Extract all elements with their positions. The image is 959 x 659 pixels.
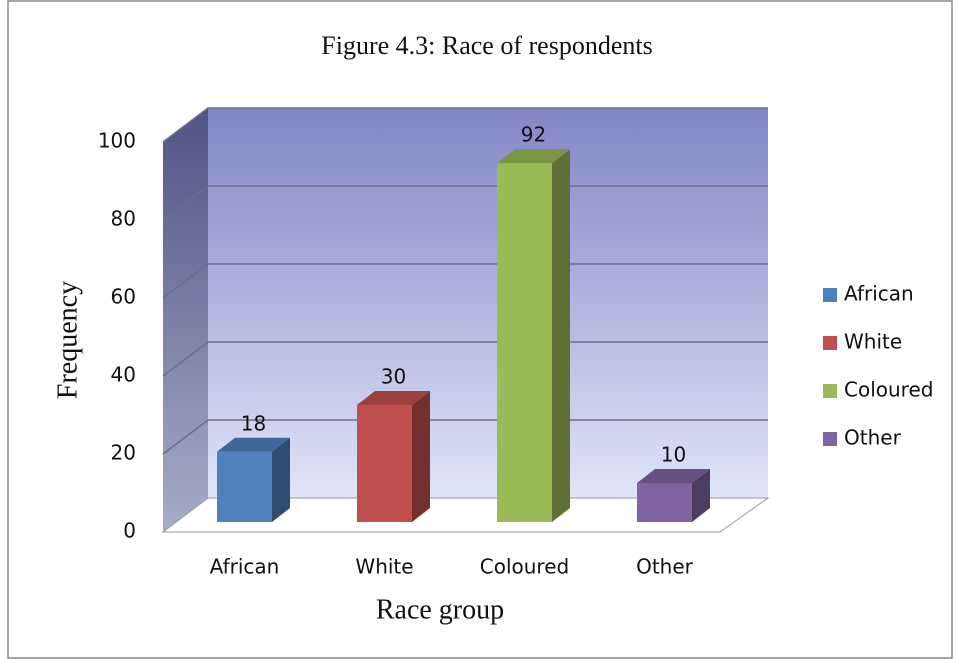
bar-side bbox=[412, 391, 430, 522]
legend-swatch bbox=[823, 432, 837, 446]
value-label: 18 bbox=[241, 411, 266, 435]
y-tick-label: 80 bbox=[111, 207, 136, 231]
y-tick-label: 0 bbox=[123, 519, 136, 543]
x-tick-label: White bbox=[355, 555, 413, 579]
x-axis-title: Race group bbox=[376, 594, 504, 625]
chart-title: Figure 4.3: Race of respondents bbox=[321, 31, 652, 60]
x-tick-label: Coloured bbox=[480, 555, 569, 579]
bar-top bbox=[637, 469, 710, 483]
bar-side bbox=[552, 149, 570, 522]
legend-swatch bbox=[823, 336, 837, 350]
grid-line bbox=[162, 107, 768, 143]
back-wall bbox=[208, 108, 768, 498]
value-label: 10 bbox=[661, 443, 686, 467]
y-axis-title: Frequency bbox=[52, 281, 83, 399]
bar-top bbox=[217, 437, 290, 452]
value-label: 92 bbox=[521, 123, 546, 147]
legend-swatch bbox=[823, 288, 837, 302]
bar bbox=[497, 163, 552, 522]
y-tick-label: 100 bbox=[98, 129, 136, 153]
grid-line bbox=[162, 419, 768, 455]
grid-line bbox=[162, 263, 768, 299]
legend-label: Coloured bbox=[844, 378, 933, 402]
legend-label: White bbox=[844, 330, 902, 354]
legend-label: Other bbox=[844, 426, 902, 450]
bar bbox=[637, 483, 692, 522]
grid-line bbox=[162, 185, 768, 221]
x-tick-label: African bbox=[210, 555, 280, 579]
grid-line bbox=[162, 341, 768, 377]
x-tick-label: Other bbox=[636, 555, 694, 579]
y-tick-label: 60 bbox=[111, 285, 136, 309]
bar-side bbox=[692, 469, 710, 522]
floor bbox=[161, 497, 770, 533]
bar bbox=[357, 405, 412, 522]
y-tick-label: 20 bbox=[111, 441, 136, 465]
legend-label: African bbox=[844, 282, 914, 306]
y-tick-label: 40 bbox=[111, 363, 136, 387]
bar-top bbox=[357, 391, 430, 405]
legend-swatch bbox=[823, 384, 837, 398]
side-wall bbox=[163, 108, 208, 532]
bar bbox=[217, 451, 272, 522]
value-label: 30 bbox=[381, 365, 406, 389]
bar-top bbox=[497, 149, 570, 164]
bar-side bbox=[272, 437, 290, 522]
